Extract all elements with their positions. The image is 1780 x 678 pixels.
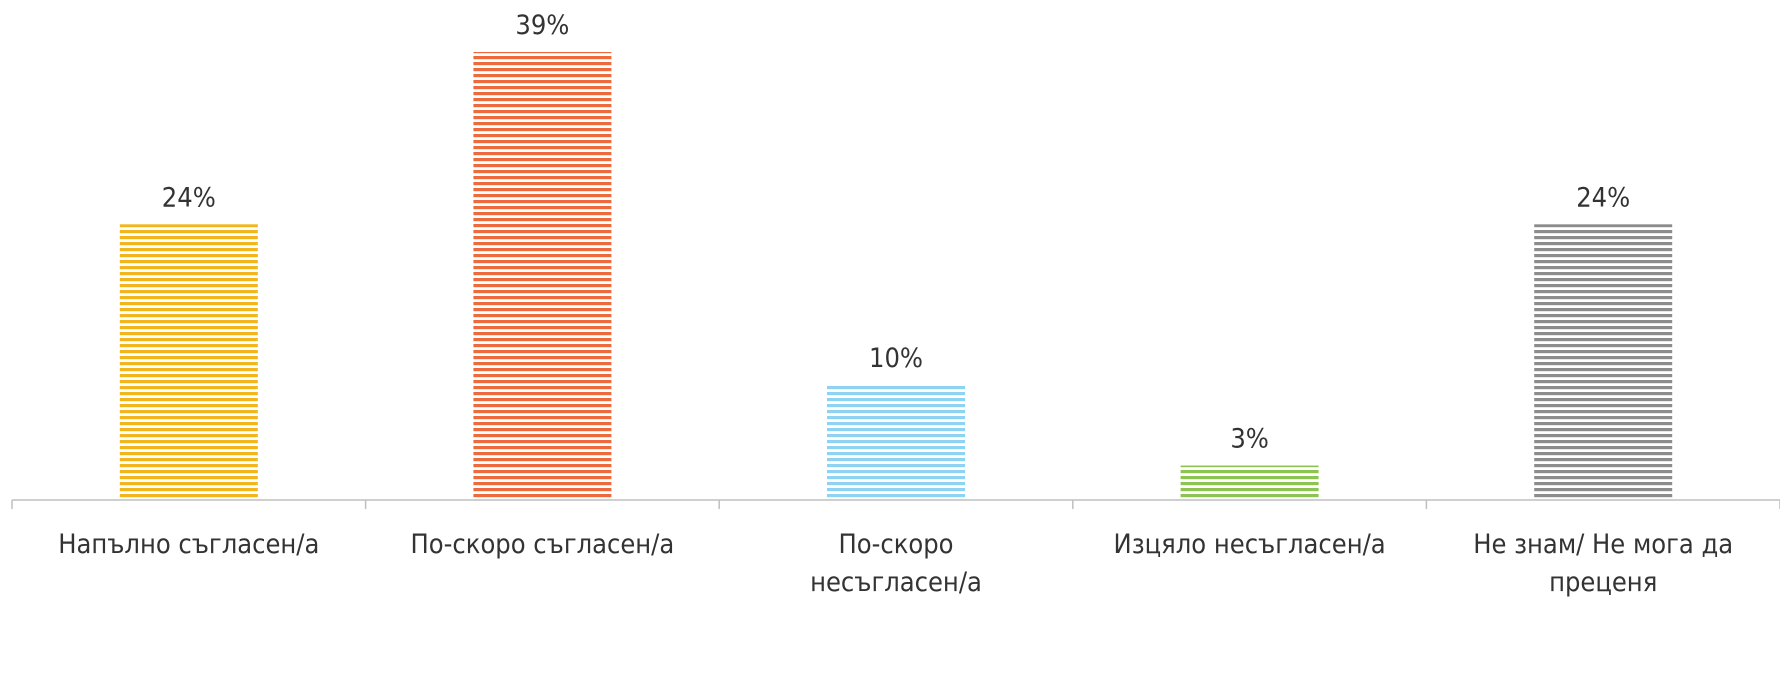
x-tick-label: Не знам/ Не мога да: [1473, 529, 1733, 560]
value-labels: 24% 39% 10% 3% 24%: [162, 10, 1630, 455]
x-tick-label: Напълно съгласен/а: [58, 529, 319, 560]
x-axis: [11, 499, 1780, 509]
data-label: 24%: [1576, 182, 1630, 213]
x-tick-label: преценя: [1549, 567, 1657, 598]
category-labels: Напълно съгласен/а По-скоро съгласен/а По-…: [58, 529, 1733, 598]
bars-layer: [119, 52, 1673, 501]
data-label: 39%: [515, 10, 569, 41]
data-label: 24%: [162, 182, 216, 213]
x-tick-label: По-скоро съгласен/а: [411, 529, 675, 560]
data-label: 10%: [869, 343, 923, 374]
x-tick-label: несъгласен/а: [810, 567, 982, 598]
x-tick-label: По-скоро: [838, 529, 953, 560]
bar: [473, 52, 612, 500]
data-label: 3%: [1230, 424, 1269, 455]
bar: [827, 385, 965, 500]
bar: [1534, 224, 1673, 501]
bar: [119, 224, 258, 501]
x-tick-label: Изцяло несъгласен/а: [1114, 529, 1386, 560]
bar: [1180, 465, 1319, 500]
